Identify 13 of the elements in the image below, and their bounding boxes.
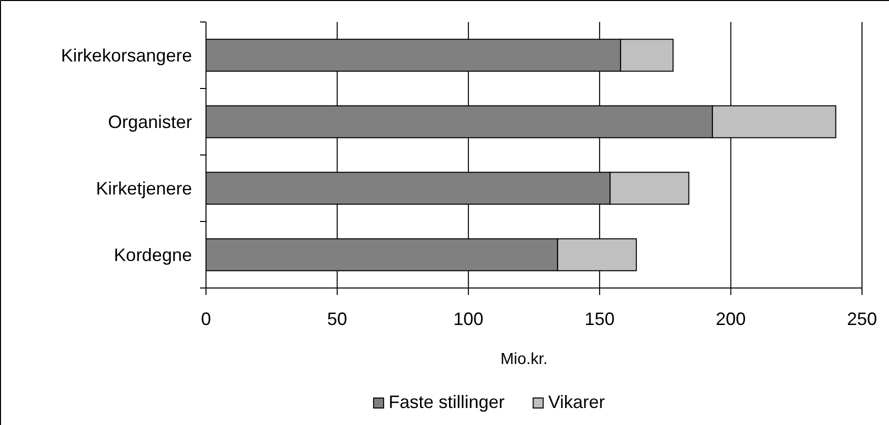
x-tick-label: 200 — [716, 309, 746, 329]
x-tick-label: 50 — [327, 309, 348, 329]
x-axis-title: Mio.kr. — [500, 351, 548, 368]
y-tick-label: Organister — [108, 112, 192, 132]
x-tick-label: 0 — [200, 309, 212, 329]
legend-label: Faste stillinger — [388, 392, 505, 412]
legend-label: Vikarer — [548, 392, 605, 412]
y-tick-label: Kirkekorsangere — [60, 45, 192, 66]
y-tick-label: Kirketjenere — [96, 178, 192, 198]
y-tick-label: Kordegne — [114, 244, 192, 265]
x-tick-label: 250 — [846, 309, 878, 329]
x-tick-label: 150 — [584, 309, 615, 329]
x-tick-label: 100 — [453, 309, 484, 329]
